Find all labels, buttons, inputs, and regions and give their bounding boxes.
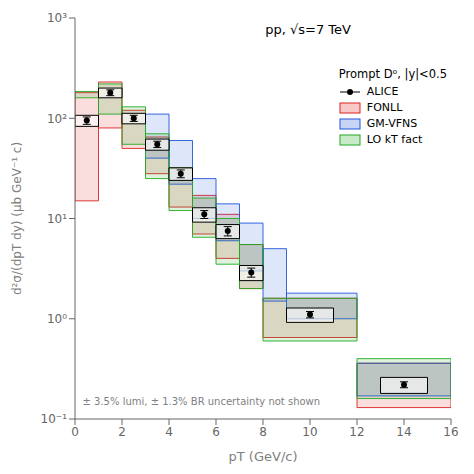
svg-text:14: 14 <box>396 425 411 439</box>
svg-text:10³: 10³ <box>47 11 67 25</box>
html-text:± 3.5% lumi, ± 1.3% BR uncerta: ± 3.5% lumi, ± 1.3% BR uncertainty not s… <box>82 396 321 407</box>
html-text:GM-VFNS: GM-VFNS <box>366 117 418 131</box>
html-text:LO kT fact: LO kT fact <box>366 133 423 147</box>
svg-text:d²σ/(dpT dy) (μb GeV⁻¹ c): d²σ/(dpT dy) (μb GeV⁻¹ c) <box>10 142 24 295</box>
svg-text:12: 12 <box>349 425 364 439</box>
svg-text:pT (GeV/c): pT (GeV/c) <box>229 449 298 464</box>
html-text:FONLL: FONLL <box>366 101 403 115</box>
svg-text:16: 16 <box>443 425 458 439</box>
html-text:Prompt D⁰, |y|<0.5: Prompt D⁰, |y|<0.5 <box>338 67 447 82</box>
svg-text:0: 0 <box>71 425 79 439</box>
svg-text:10⁰: 10⁰ <box>47 312 67 326</box>
svg-text:4: 4 <box>165 425 173 439</box>
svg-text:10¹: 10¹ <box>47 212 67 226</box>
html-text:pp, √s=7 TeV: pp, √s=7 TeV <box>265 22 351 37</box>
svg-text:10: 10 <box>302 425 317 439</box>
html-text:ALICE: ALICE <box>366 85 399 99</box>
svg-text:10²: 10² <box>47 112 67 126</box>
svg-text:8: 8 <box>259 425 267 439</box>
svg-text:10⁻¹: 10⁻¹ <box>41 412 68 426</box>
svg-text:6: 6 <box>212 425 220 439</box>
svg-text:2: 2 <box>118 425 126 439</box>
